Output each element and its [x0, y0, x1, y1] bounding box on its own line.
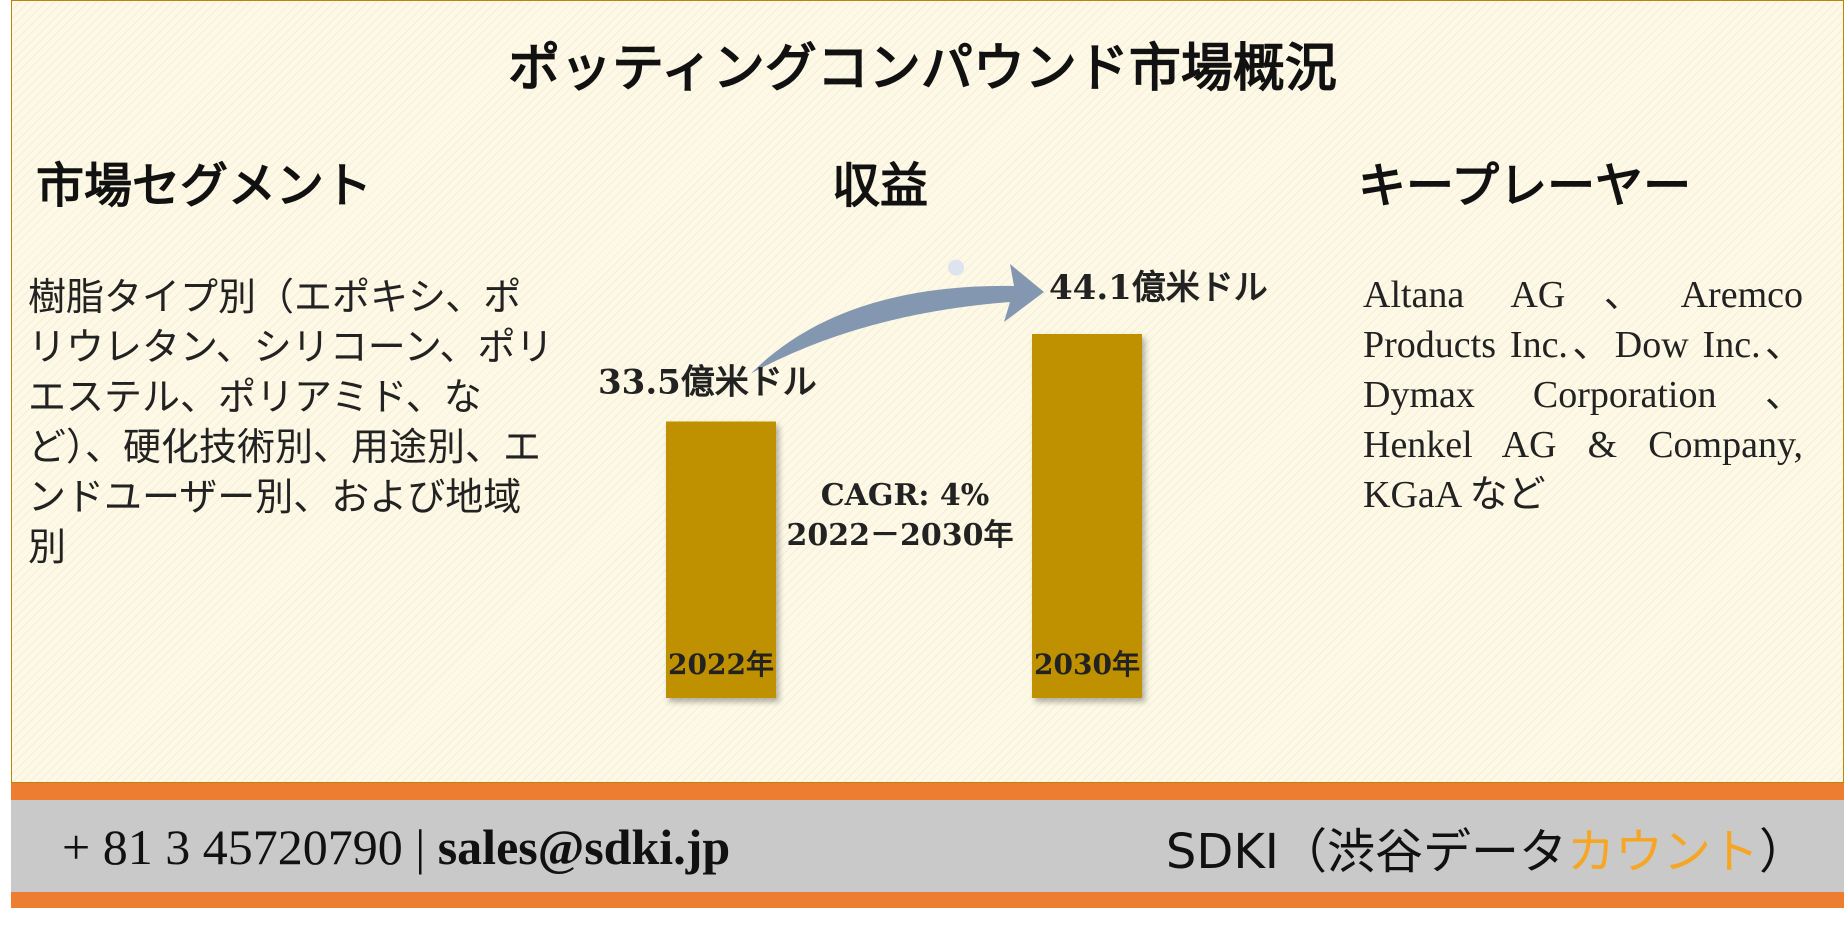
arrow-highlight-dot	[948, 259, 964, 276]
revenue-bar	[1032, 334, 1142, 698]
players-text: Altana AG、Aremco Products Inc.、Dow Inc.、…	[1363, 274, 1803, 516]
footer-top-stripe	[11, 783, 1844, 800]
segments-heading: 市場セグメント	[36, 158, 373, 214]
segments-text: 樹脂タイプ別（エポキシ、ポリウレタン、シリコーン、ポリエステル、ポリアミド、など…	[28, 275, 554, 569]
brand-accent: カウント	[1566, 824, 1759, 880]
bar-category-label: 2022年	[668, 648, 774, 681]
brand-prefix: SDKI（渋谷データ	[1165, 824, 1567, 880]
players-heading: キープレーヤー	[1358, 158, 1692, 214]
revenue-bar	[666, 421, 776, 698]
revenue-heading: 収益	[832, 158, 929, 214]
page-title: ポッティングコンパウンド市場概況	[508, 38, 1337, 99]
bar-value-label: 33.5億米ドル	[598, 362, 817, 402]
footer-bottom-stripe	[11, 892, 1844, 908]
phone-number: + 81 3 45720790	[62, 819, 403, 875]
contact-separator: |	[415, 819, 426, 875]
overview-panel	[11, 0, 1844, 783]
brand-name: SDKI（渋谷データカウント）	[1166, 812, 1807, 882]
contact-info: + 81 3 45720790 | sales@sdki.jp	[62, 818, 730, 876]
growth-arrow-icon	[751, 264, 1044, 374]
brand-suffix: ）	[1758, 824, 1807, 880]
bar-value-label: 44.1億米ドル	[1049, 268, 1268, 308]
cagr-period-label: 2022－2030年	[787, 518, 1014, 553]
email-link[interactable]: sales@sdki.jp	[437, 819, 731, 875]
bar-category-label: 2030年	[1034, 648, 1140, 681]
footer-bar	[11, 800, 1844, 892]
cagr-label: CAGR: 4%	[821, 478, 990, 513]
